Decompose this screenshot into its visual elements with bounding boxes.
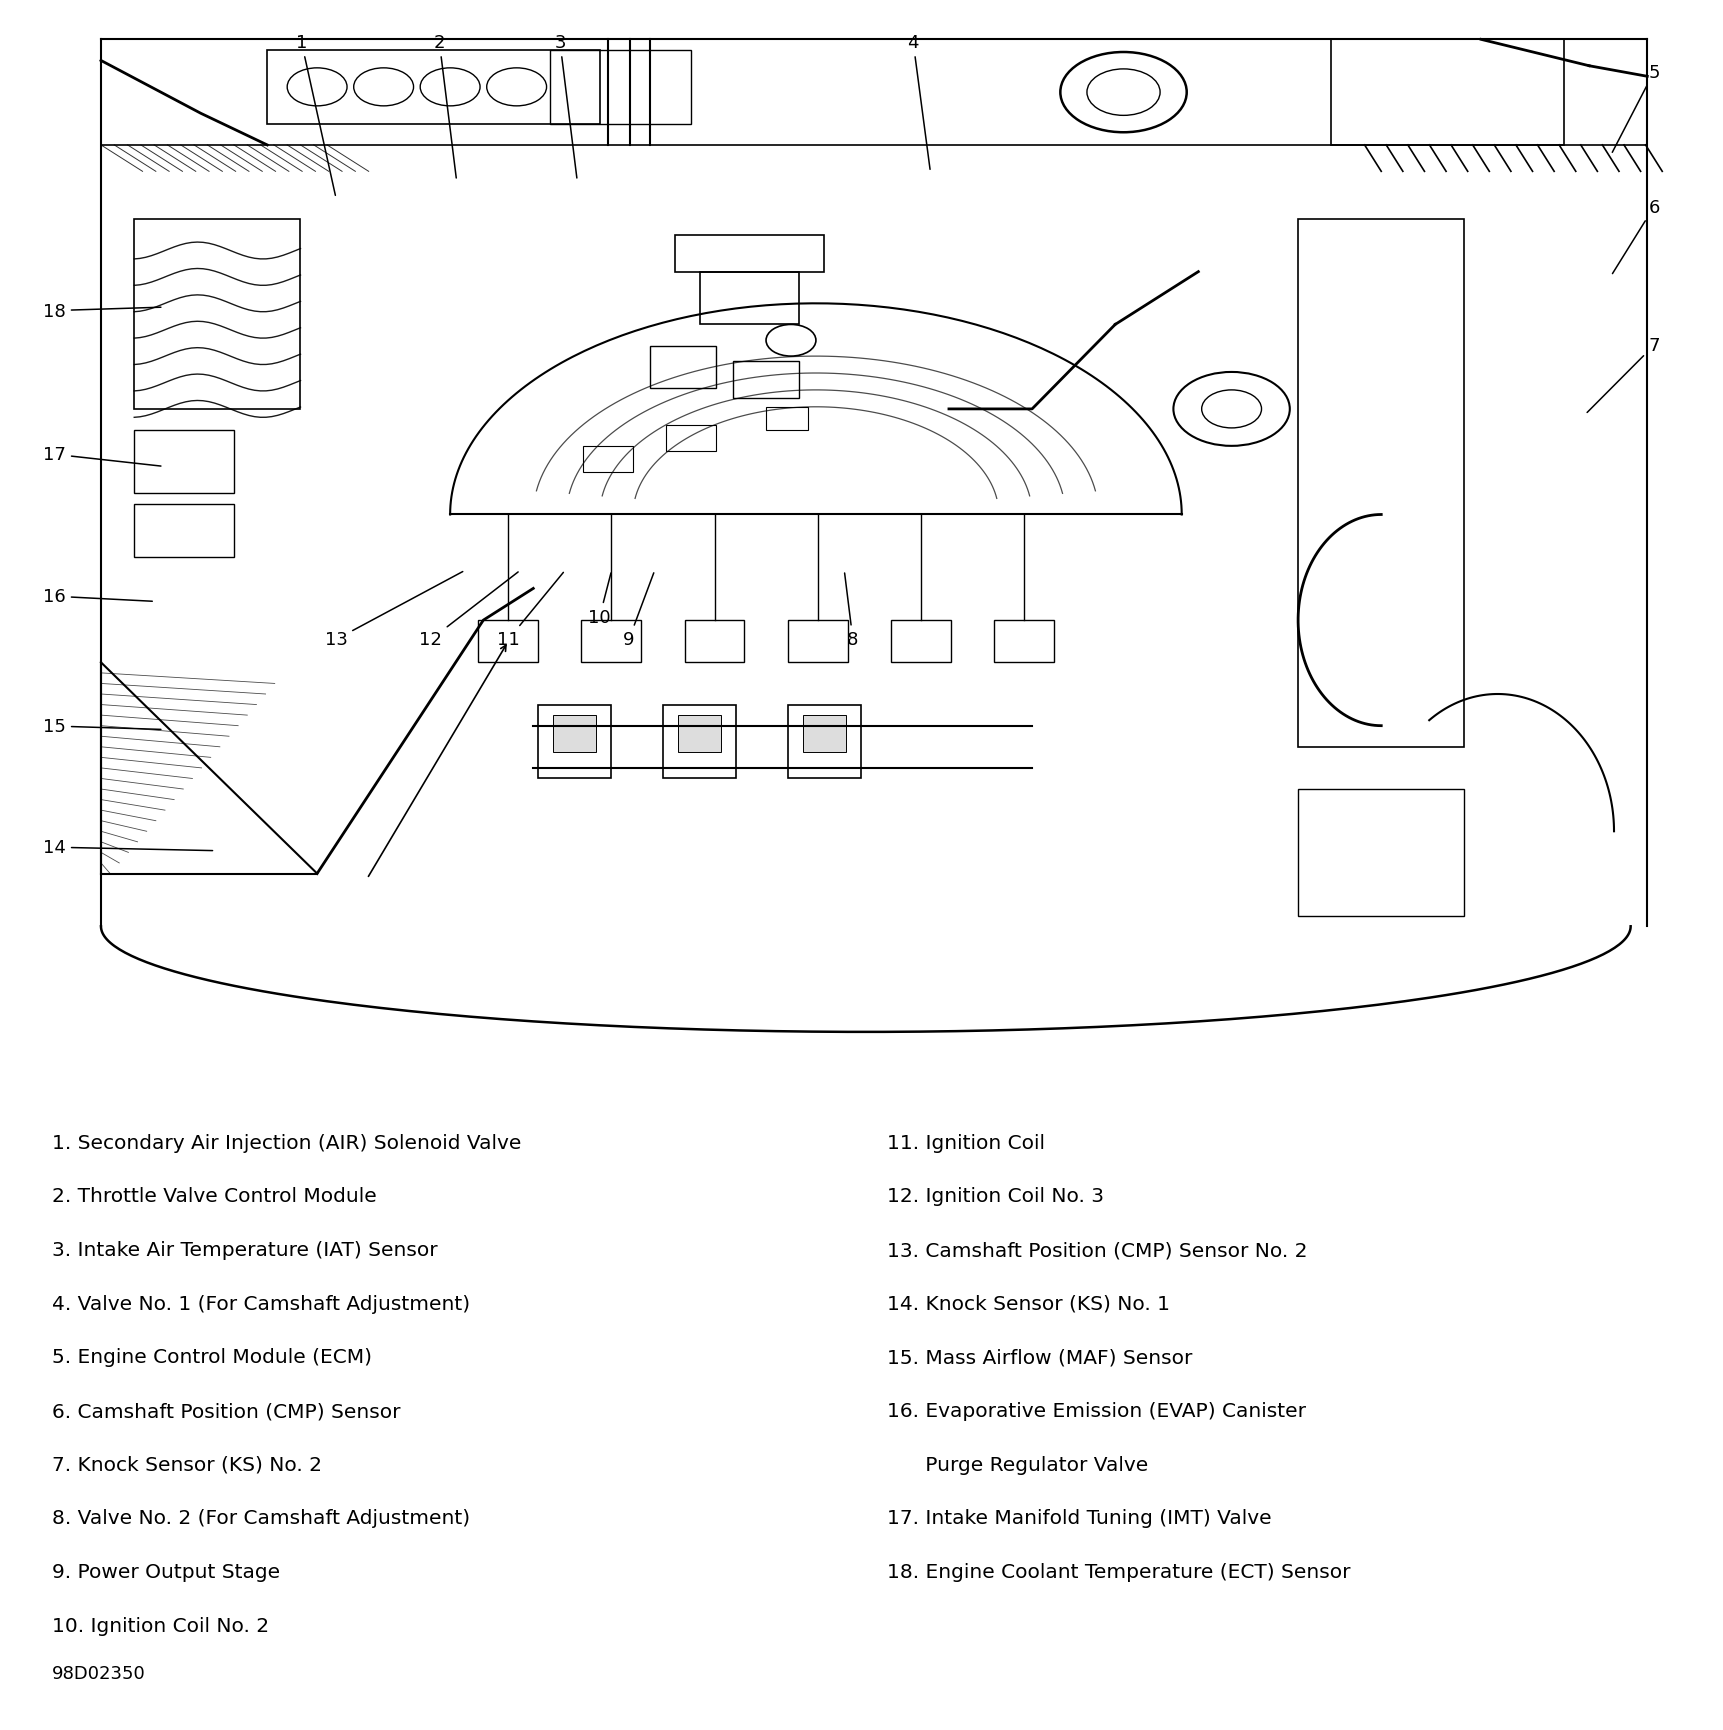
Text: 9: 9 [624,574,653,649]
Bar [1297,220,1465,747]
Text: 17. Intake Manifold Tuning (IMT) Valve: 17. Intake Manifold Tuning (IMT) Valve [887,1509,1272,1528]
Bar [581,621,641,663]
Text: 2. Throttle Valve Control Module: 2. Throttle Valve Control Module [52,1187,376,1206]
Bar [34,9,1697,1064]
Text: 14. Knock Sensor (KS) No. 1: 14. Knock Sensor (KS) No. 1 [887,1294,1170,1313]
Text: 8. Valve No. 2 (For Camshaft Adjustment): 8. Valve No. 2 (For Camshaft Adjustment) [52,1509,470,1528]
Bar [891,621,951,663]
Text: 13: 13 [324,573,463,649]
Text: 98D02350: 98D02350 [52,1664,145,1682]
Bar [479,621,538,663]
Text: 7. Knock Sensor (KS) No. 2: 7. Knock Sensor (KS) No. 2 [52,1455,322,1474]
Text: 15: 15 [43,718,160,735]
Bar [134,220,300,410]
Text: 3: 3 [555,35,577,178]
Bar [650,346,717,389]
Text: 14: 14 [43,839,212,856]
Bar [684,621,744,663]
Bar [700,272,799,325]
Text: 13. Camshaft Position (CMP) Sensor No. 2: 13. Camshaft Position (CMP) Sensor No. 2 [887,1240,1308,1259]
Text: 17: 17 [43,446,160,467]
Bar [134,505,234,557]
Bar [1332,40,1564,145]
Text: 1. Secondary Air Injection (AIR) Solenoid Valve: 1. Secondary Air Injection (AIR) Solenoi… [52,1133,520,1152]
Text: 6. Camshaft Position (CMP) Sensor: 6. Camshaft Position (CMP) Sensor [52,1401,400,1420]
Text: 18: 18 [43,303,160,320]
Text: 5. Engine Control Module (ECM): 5. Engine Control Module (ECM) [52,1348,372,1367]
Bar [677,716,722,753]
Bar [667,426,717,452]
Text: 7: 7 [1587,337,1659,413]
Text: 4: 4 [908,35,930,170]
Bar [538,706,612,778]
Text: 15. Mass Airflow (MAF) Sensor: 15. Mass Airflow (MAF) Sensor [887,1348,1192,1367]
Bar [803,716,846,753]
Bar [994,621,1054,663]
Text: 1: 1 [296,35,336,195]
Text: Purge Regulator Valve: Purge Regulator Valve [887,1455,1149,1474]
Text: 2: 2 [434,35,457,178]
Text: 10. Ignition Coil No. 2: 10. Ignition Coil No. 2 [52,1616,269,1635]
Bar [1297,789,1465,917]
Text: 6: 6 [1613,199,1659,275]
Bar [582,446,632,472]
Text: 4. Valve No. 1 (For Camshaft Adjustment): 4. Valve No. 1 (For Camshaft Adjustment) [52,1294,470,1313]
Bar [675,235,824,272]
Text: 12. Ignition Coil No. 3: 12. Ignition Coil No. 3 [887,1187,1104,1206]
Text: 12: 12 [419,573,519,649]
Text: 11. Ignition Coil: 11. Ignition Coil [887,1133,1046,1152]
Bar [767,408,808,431]
Text: 18. Engine Coolant Temperature (ECT) Sensor: 18. Engine Coolant Temperature (ECT) Sen… [887,1562,1351,1581]
Bar [732,362,799,400]
Text: 11: 11 [496,573,563,649]
Text: 10: 10 [588,574,612,626]
Text: 9. Power Output Stage: 9. Power Output Stage [52,1562,279,1581]
Text: 16: 16 [43,588,152,606]
Text: 8: 8 [844,574,858,649]
Text: 5: 5 [1613,64,1659,154]
Polygon shape [102,663,284,874]
Text: 3. Intake Air Temperature (IAT) Sensor: 3. Intake Air Temperature (IAT) Sensor [52,1240,438,1259]
Bar [787,706,862,778]
Bar [553,716,596,753]
Bar [550,50,691,125]
Bar [134,431,234,495]
Bar [787,621,848,663]
Bar [663,706,736,778]
Bar [267,50,600,125]
Text: 16. Evaporative Emission (EVAP) Canister: 16. Evaporative Emission (EVAP) Canister [887,1401,1306,1420]
